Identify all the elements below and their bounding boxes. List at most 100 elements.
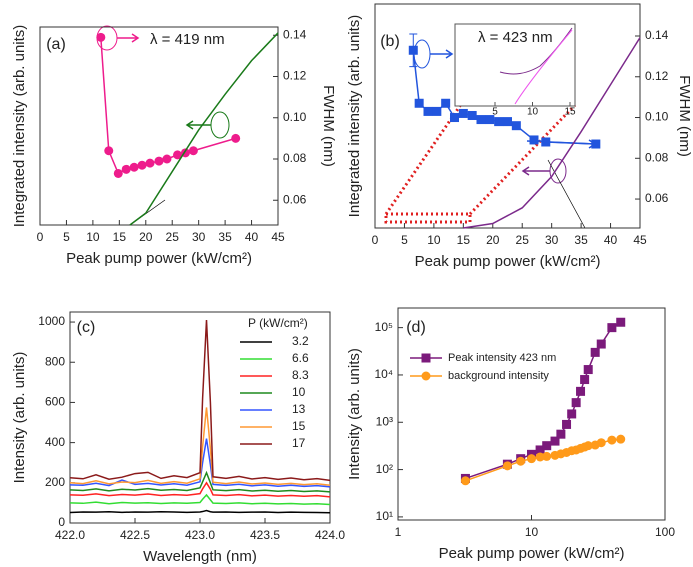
series-line [69,481,331,498]
marker [607,323,617,333]
inset-tick-label: 15 [564,107,576,118]
y-tick-label: 0 [58,515,65,529]
highlight-ellipse [549,158,567,184]
arrow [521,166,550,176]
legend-label: 13 [292,402,306,416]
plot-frame [374,3,641,229]
x-tick-label: 30 [545,233,559,247]
highlight-ellipse [210,111,230,139]
marker [231,133,241,143]
legend-label: 17 [292,436,306,450]
legend-label: 6.6 [292,351,309,365]
marker [423,106,433,116]
marker [541,137,551,147]
y-tick-label: 800 [45,354,65,368]
marker [494,117,504,127]
x-tick-label: 30 [192,230,206,244]
x-tick-label: 0 [37,230,44,244]
legend-label: 3.2 [292,334,309,348]
y-tick-label: 10² [376,462,393,476]
marker [113,168,123,178]
y-axis-label: Intensity (arb. units) [11,352,28,484]
inset-frame [454,23,576,107]
x-tick-label: 0 [372,233,379,247]
marker [104,146,114,156]
x-tick-label: 35 [218,230,232,244]
y-axis-label: Integrated intensity (arb. units) [11,25,28,228]
plot-frame [39,26,279,226]
legend-title: P (kW/cm²) [248,316,308,330]
marker [550,436,560,446]
arrow [430,49,454,59]
y-axis-label: Intensity (arb. units) [346,348,363,480]
panel: 422.0 422.5 423.0 423.5 424.0 0 200 400 600 800 10… [11,311,345,565]
arrow [185,120,211,130]
x-tick-label: 40 [604,233,618,247]
x-tick-label: 10 [427,233,441,247]
marker [571,398,581,408]
marker [516,456,526,466]
zoom-region [384,212,472,224]
marker [414,98,424,108]
legend-label: Peak intensity 423 nm [448,352,556,364]
series-line [69,320,331,482]
x-tick-label: 423.0 [185,528,215,542]
y-tick-label: 600 [45,395,65,409]
marker [511,121,521,131]
y-tick-label: 200 [45,475,65,489]
marker [96,32,106,42]
series-line [69,493,331,506]
y2-tick-label: 0.12 [645,69,669,83]
marker [450,113,459,123]
marker [145,158,155,168]
marker [173,150,183,160]
x-tick-label: 45 [633,233,647,247]
x-tick-label: 5 [401,233,408,247]
x-tick-label: 423.5 [250,528,280,542]
x-tick-label: 100 [655,525,675,539]
series-line [129,32,279,226]
series-line [100,37,236,175]
marker [408,45,418,55]
y2-tick-label: 0.08 [645,150,669,164]
x-tick-label: 20 [139,230,153,244]
fit-line [547,159,586,229]
marker [129,162,139,172]
y-tick-label: 10⁴ [374,367,393,381]
y2-axis-label: FWHM (nm) [676,75,693,157]
arrow [117,33,140,43]
marker [542,441,552,451]
panel: 1 10 100 10¹ 10² 10³ 10⁴ 10⁵ Peak pump power (kW… [346,307,675,562]
panel-label: (d) [406,319,426,336]
x-tick-label: 422.5 [120,528,150,542]
marker [154,156,164,166]
marker [535,452,545,462]
x-tick-label: 15 [457,233,471,247]
y-tick-label: 400 [45,435,65,449]
panel-label: (c) [77,319,96,336]
inset-label: λ = 423 nm [478,29,553,46]
y-tick-label: 10⁵ [375,320,393,334]
panel: 0 5 10 15 20 25 30 35 40 45 0.06 0.08 0.10 0.12 0.14 Pe… [346,3,693,270]
series-line [69,509,331,514]
marker [591,139,601,149]
marker [616,434,626,444]
marker [162,154,172,164]
y2-tick-label: 0.06 [283,192,307,206]
marker [596,339,606,349]
x-tick-label: 5 [63,230,70,244]
marker [503,117,512,127]
marker [596,438,606,448]
x-tick-label: 10 [86,230,100,244]
y2-tick-label: 0.06 [645,191,669,205]
y2-axis-label: FWHM (nm) [320,85,337,167]
marker [467,110,477,120]
marker [583,441,593,451]
marker [542,451,552,461]
legend-marker [421,371,431,381]
marker [535,445,545,455]
marker [562,419,572,429]
marker [502,461,512,471]
y2-tick-label: 0.08 [283,151,307,165]
